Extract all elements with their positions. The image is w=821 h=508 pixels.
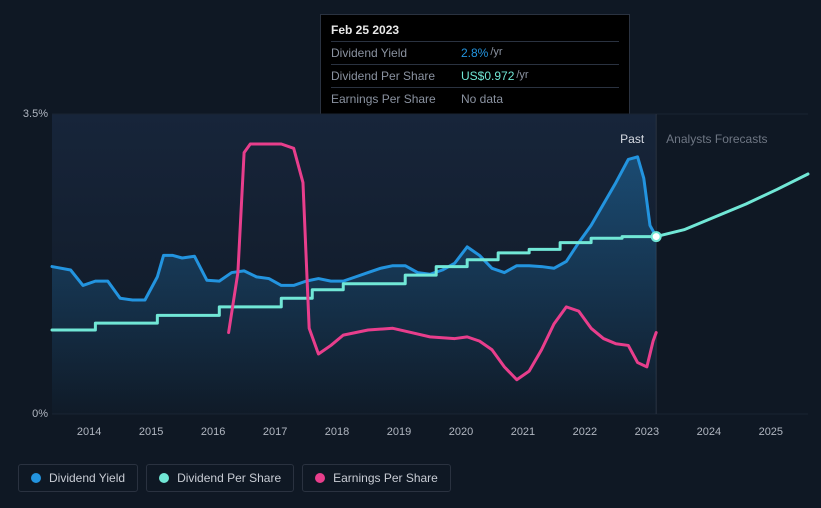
legend-label: Earnings Per Share bbox=[333, 471, 438, 485]
hover-marker bbox=[652, 232, 661, 241]
x-axis-tick: 2021 bbox=[511, 426, 535, 438]
tooltip-label: Dividend Per Share bbox=[331, 69, 461, 83]
forecast-region-label: Analysts Forecasts bbox=[666, 132, 767, 146]
tooltip-unit: /yr bbox=[516, 69, 528, 83]
x-axis-tick: 2022 bbox=[573, 426, 597, 438]
y-axis-tick: 0% bbox=[32, 408, 48, 420]
tooltip-row: Earnings Per ShareNo data bbox=[331, 88, 619, 110]
legend-dot-icon bbox=[159, 473, 169, 483]
tooltip-value: No data bbox=[461, 92, 503, 106]
chart-plot-area[interactable] bbox=[52, 114, 808, 414]
legend: Dividend Yield Dividend Per Share Earnings… bbox=[18, 464, 451, 492]
past-region-label: Past bbox=[620, 132, 644, 146]
x-axis-tick: 2020 bbox=[449, 426, 473, 438]
x-axis-tick: 2014 bbox=[77, 426, 101, 438]
tooltip-date: Feb 25 2023 bbox=[331, 21, 619, 42]
legend-label: Dividend Per Share bbox=[177, 471, 281, 485]
x-axis-tick: 2019 bbox=[387, 426, 411, 438]
legend-item-earnings-per-share[interactable]: Earnings Per Share bbox=[302, 464, 451, 492]
legend-dot-icon bbox=[31, 473, 41, 483]
x-axis-tick: 2017 bbox=[263, 426, 287, 438]
tooltip-row: Dividend Per ShareUS$0.972 /yr bbox=[331, 65, 619, 88]
tooltip-label: Earnings Per Share bbox=[331, 92, 461, 106]
chart-tooltip: Feb 25 2023 Dividend Yield2.8% /yrDivide… bbox=[320, 14, 630, 117]
legend-item-dividend-per-share[interactable]: Dividend Per Share bbox=[146, 464, 294, 492]
tooltip-unit: /yr bbox=[490, 46, 502, 60]
tooltip-label: Dividend Yield bbox=[331, 46, 461, 60]
x-axis-tick: 2025 bbox=[759, 426, 783, 438]
y-axis-tick: 3.5% bbox=[23, 108, 48, 120]
legend-item-dividend-yield[interactable]: Dividend Yield bbox=[18, 464, 138, 492]
tooltip-value: 2.8% bbox=[461, 46, 488, 60]
x-axis-tick: 2024 bbox=[697, 426, 721, 438]
legend-dot-icon bbox=[315, 473, 325, 483]
x-axis-tick: 2015 bbox=[139, 426, 163, 438]
x-axis-tick: 2018 bbox=[325, 426, 349, 438]
legend-label: Dividend Yield bbox=[49, 471, 125, 485]
x-axis-tick: 2023 bbox=[635, 426, 659, 438]
tooltip-value: US$0.972 bbox=[461, 69, 514, 83]
tooltip-row: Dividend Yield2.8% /yr bbox=[331, 42, 619, 65]
x-axis-tick: 2016 bbox=[201, 426, 225, 438]
